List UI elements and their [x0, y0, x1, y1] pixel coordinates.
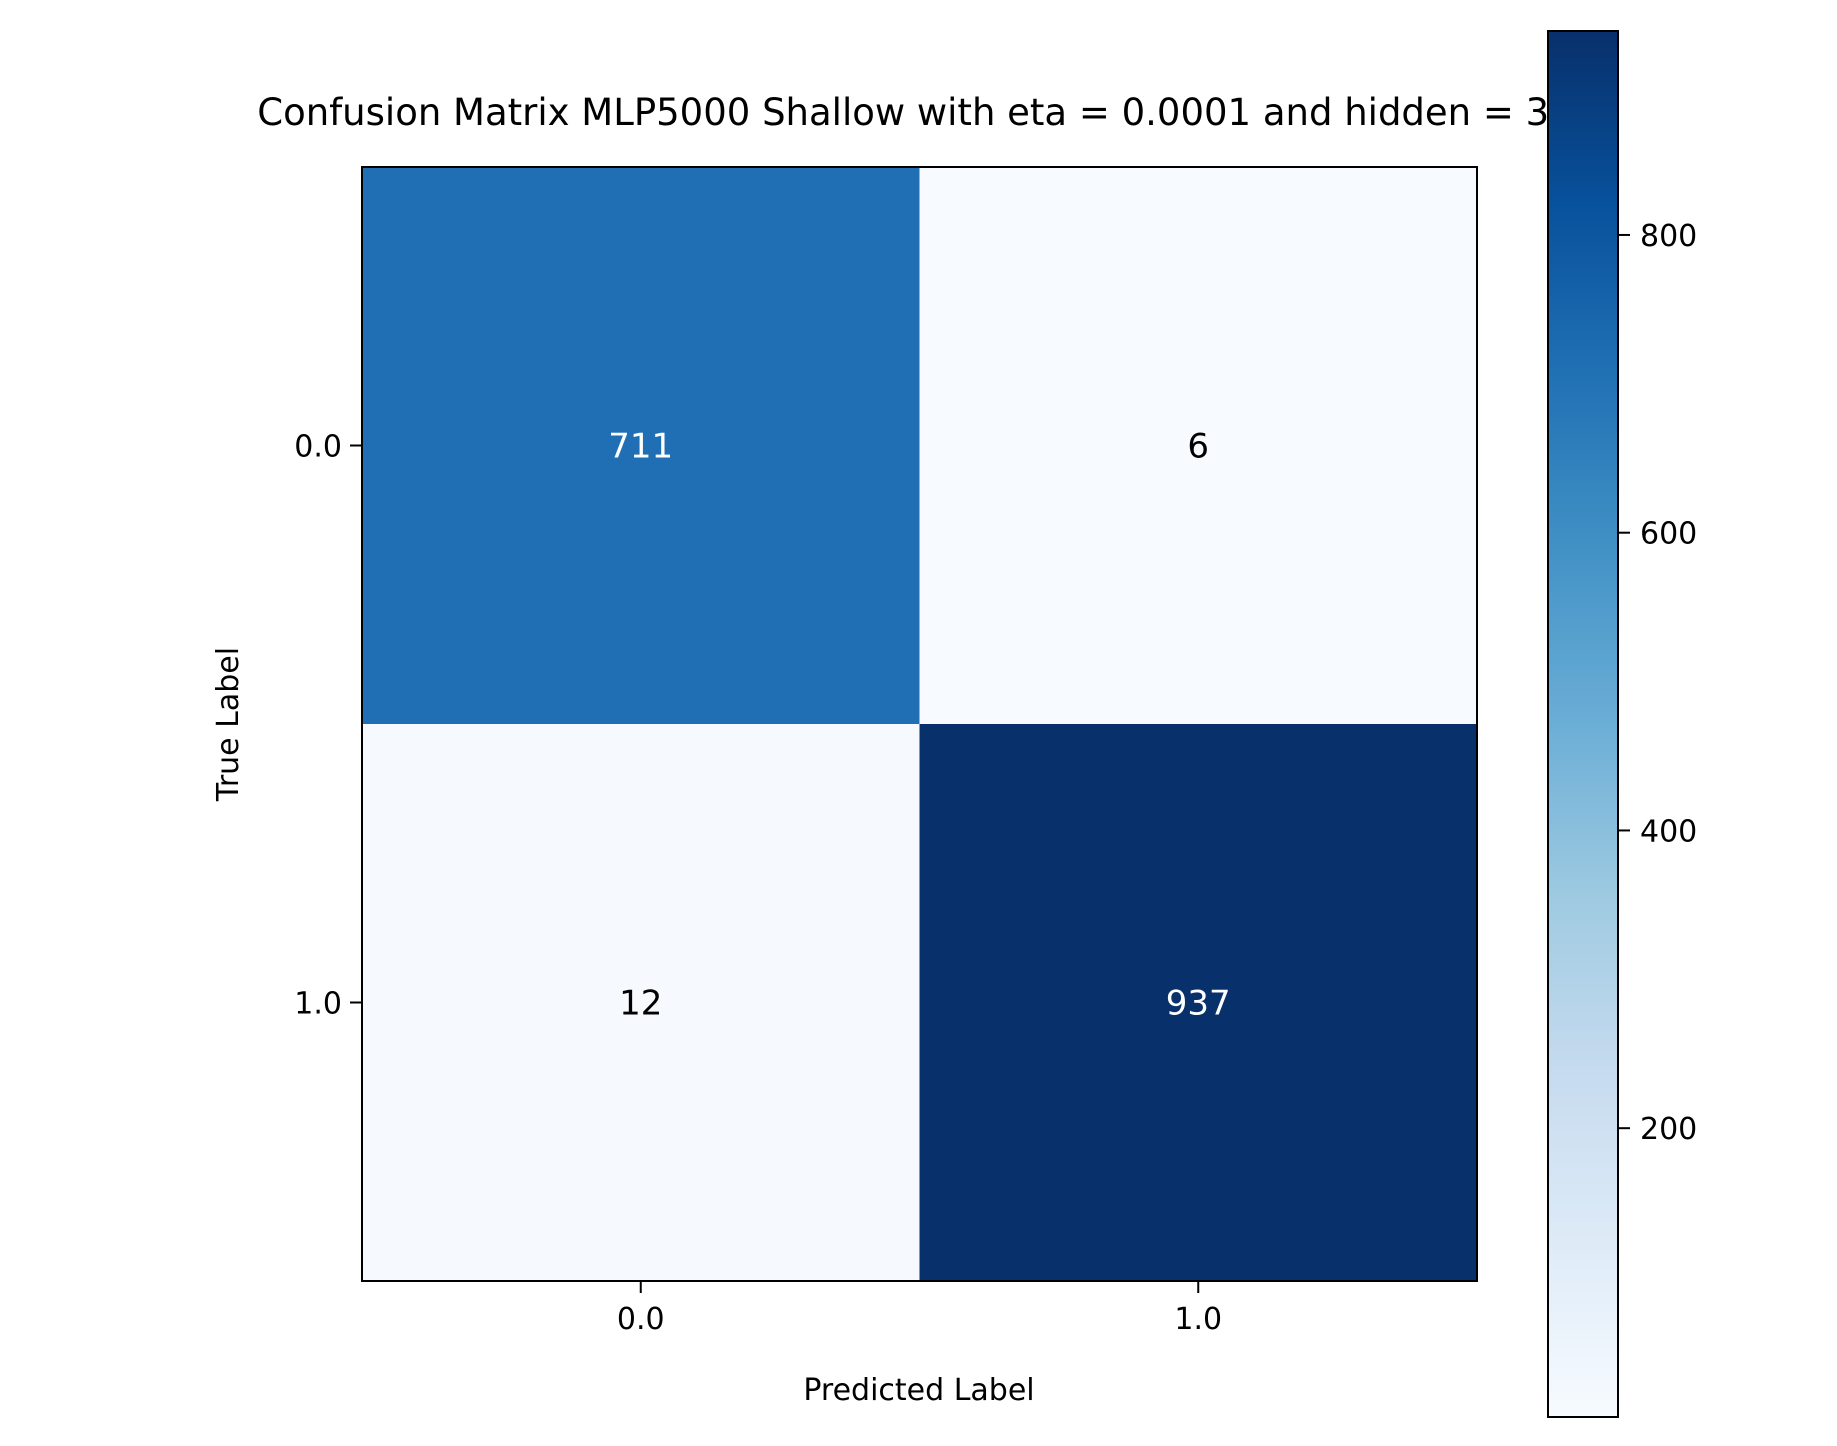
- x-tick-label: 0.0: [617, 1302, 665, 1337]
- heatmap-cell: [362, 724, 920, 1282]
- y-tick-label: 0.0: [294, 430, 342, 465]
- heatmap-cells: 711 6 12 937: [362, 167, 1478, 1282]
- x-tick-label: 1.0: [1174, 1302, 1222, 1337]
- cell-value-label: 711: [608, 427, 673, 467]
- axis-ticks: 0.0 1.0 0.0 1.0: [294, 430, 1222, 1338]
- cell-value-label: 6: [1187, 427, 1209, 467]
- plot-frame: [361, 166, 1478, 1282]
- colorbar-gradient: [1547, 30, 1619, 1418]
- colorbar-tick-label: 800: [1640, 219, 1697, 254]
- colorbar-tick-label: 200: [1640, 1112, 1697, 1147]
- chart-title: Confusion Matrix MLP5000 Shallow with et…: [257, 91, 1573, 134]
- colorbar-tick-label: 600: [1640, 517, 1697, 552]
- cell-value-label: 937: [1166, 984, 1231, 1024]
- y-axis-label: True Label: [211, 647, 246, 802]
- x-axis-label: Predicted Label: [803, 1373, 1034, 1408]
- heatmap-cell: [919, 167, 1478, 725]
- heatmap-cell: [919, 724, 1478, 1282]
- heatmap-cell: [362, 167, 920, 725]
- colorbar-tick-label: 400: [1640, 814, 1697, 849]
- y-tick-label: 1.0: [294, 987, 342, 1022]
- cell-value-label: 12: [619, 984, 662, 1024]
- colorbar: 200 400 600 800: [1547, 30, 1697, 1418]
- colorbar-ticks: 200 400 600 800: [1618, 219, 1697, 1147]
